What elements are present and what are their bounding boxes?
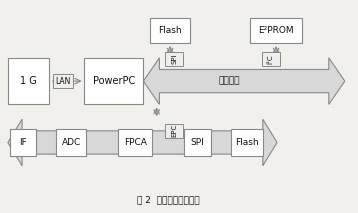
Bar	[53, 74, 73, 88]
Bar	[56, 129, 86, 156]
Text: SPI: SPI	[171, 54, 177, 64]
Text: Flash: Flash	[158, 26, 182, 35]
Text: IF: IF	[19, 138, 27, 147]
Bar	[231, 129, 263, 156]
Bar	[250, 18, 302, 43]
Text: EPC: EPC	[171, 124, 177, 137]
Bar	[165, 52, 183, 66]
Text: FPCA: FPCA	[124, 138, 147, 147]
Polygon shape	[143, 58, 345, 104]
Text: SPI: SPI	[191, 138, 205, 147]
Bar	[150, 18, 190, 43]
Bar	[118, 129, 152, 156]
Bar	[184, 129, 211, 156]
Bar	[165, 124, 183, 138]
Bar	[262, 52, 280, 66]
Text: ADC: ADC	[62, 138, 81, 147]
Text: Flash: Flash	[235, 138, 258, 147]
Text: E²PROM: E²PROM	[258, 26, 294, 35]
Text: 图 2  嵌入式控制结构图: 图 2 嵌入式控制结构图	[137, 195, 200, 204]
Text: I²C: I²C	[268, 54, 274, 64]
Bar	[10, 129, 37, 156]
Text: PowerPC: PowerPC	[93, 76, 135, 86]
Bar	[84, 58, 143, 104]
Text: 控制总线: 控制总线	[218, 77, 240, 86]
Bar	[8, 58, 49, 104]
Text: LAN: LAN	[55, 77, 71, 86]
Text: 1 G: 1 G	[20, 76, 37, 86]
Polygon shape	[8, 119, 277, 166]
